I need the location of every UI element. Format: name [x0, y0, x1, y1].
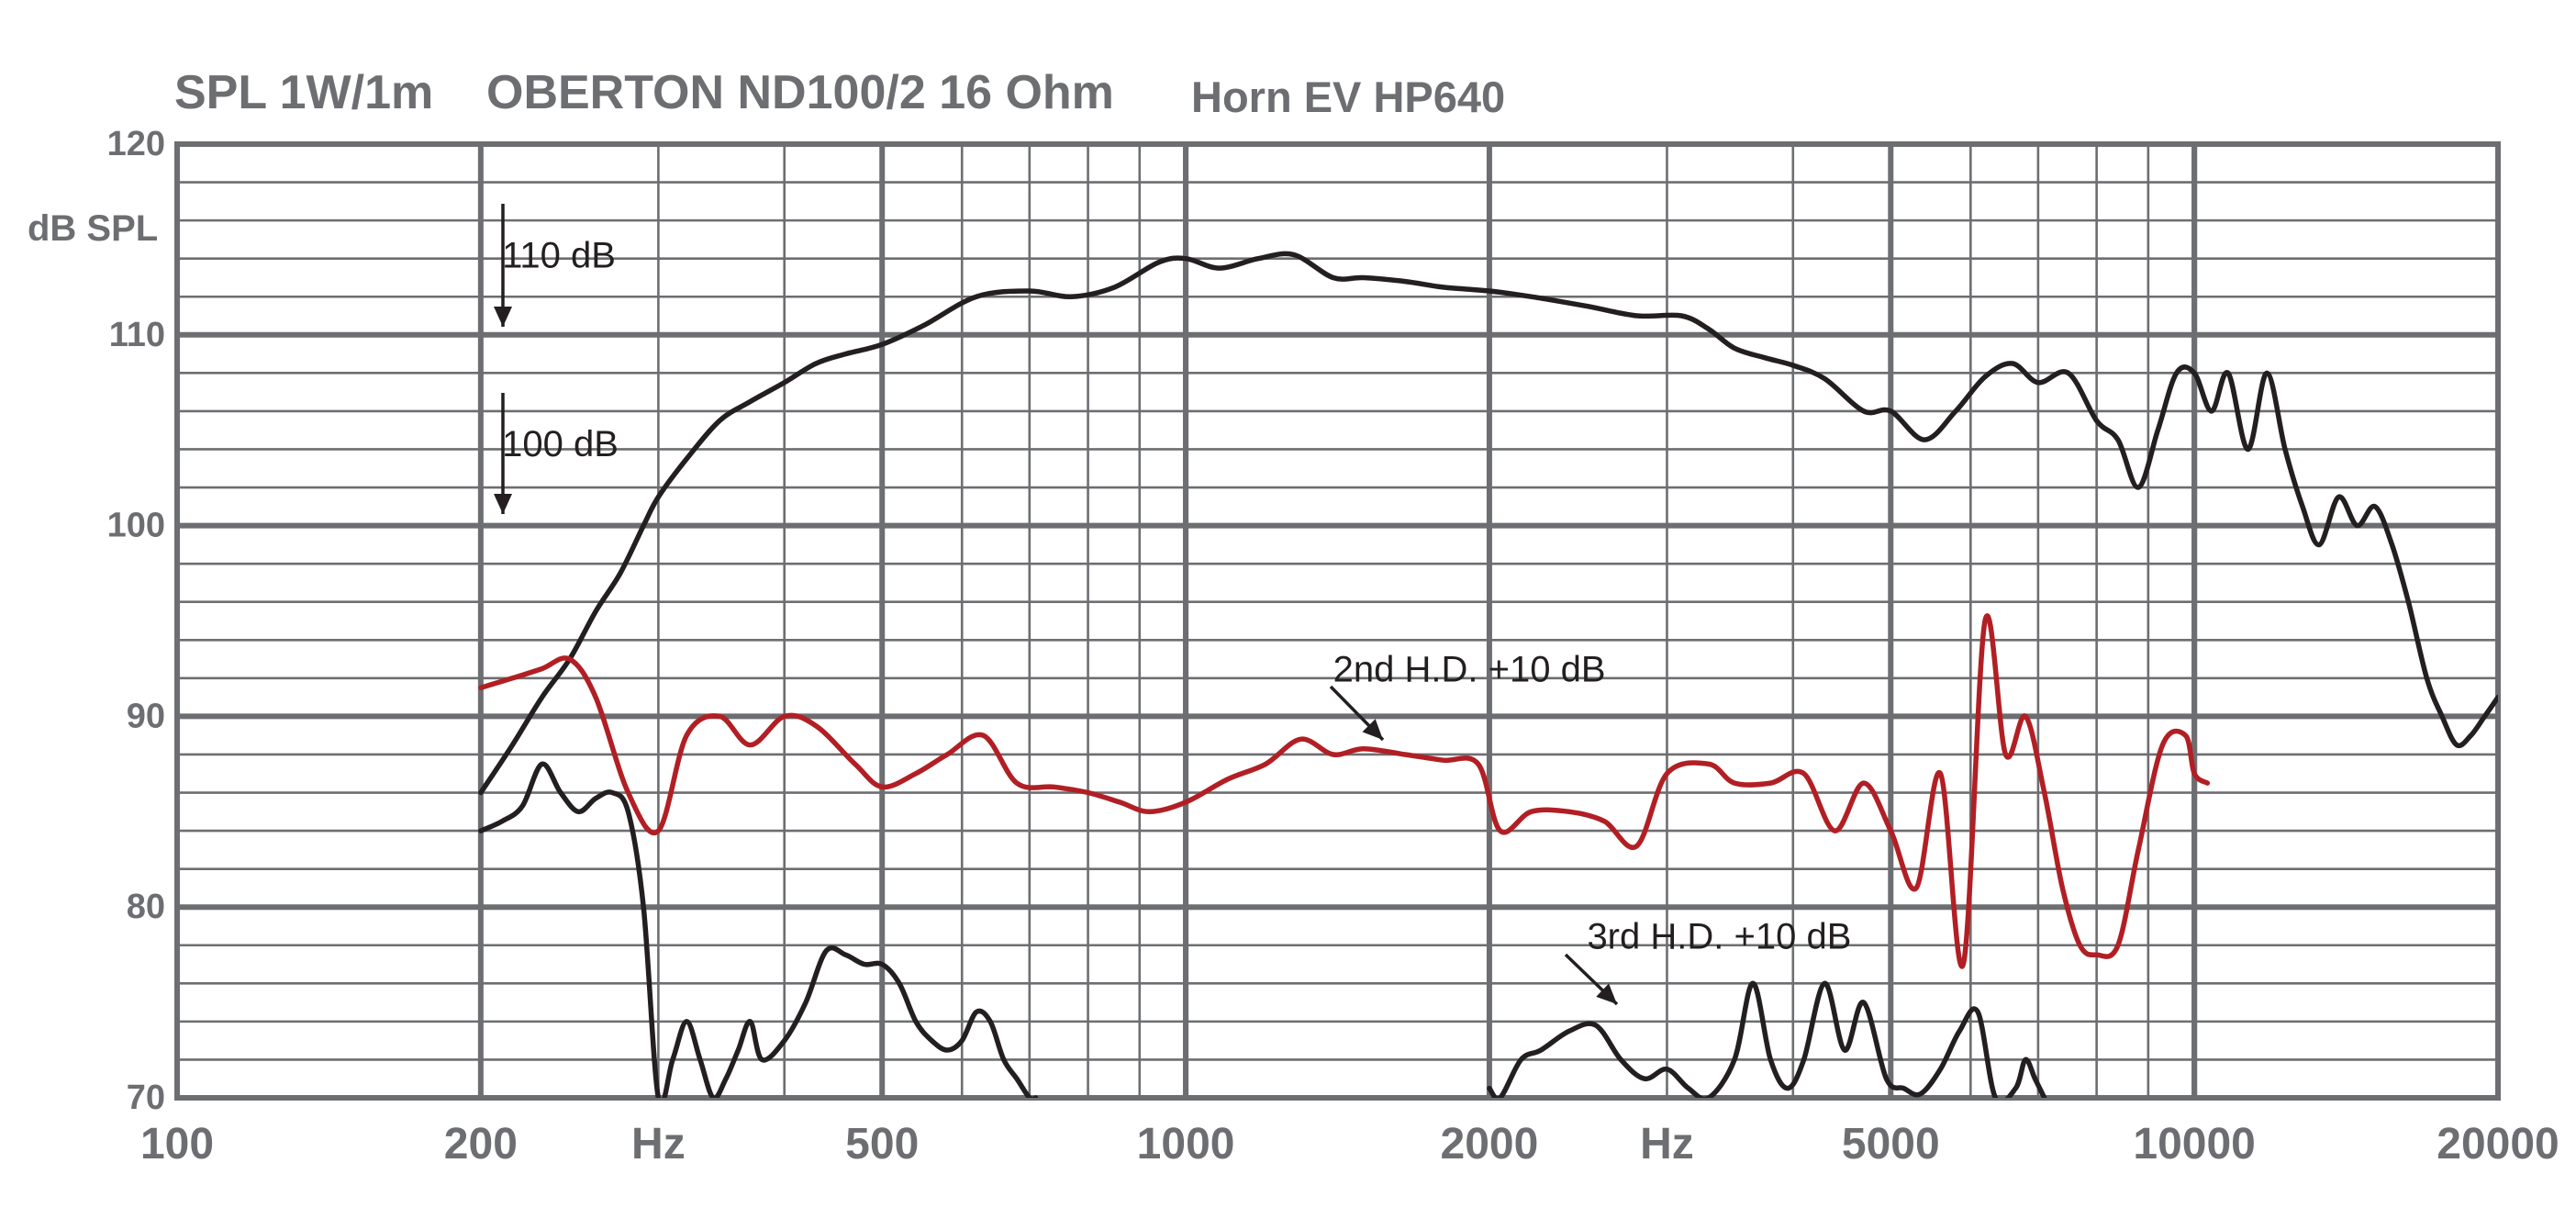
series-line-3	[478, 761, 1039, 1098]
y-tick-label: 110	[109, 316, 165, 354]
x-axis: 100 200 Hz 500 1000 2000 Hz 5000 10000 20000	[140, 1120, 2559, 1168]
annotation-arrow-icon	[1329, 685, 1385, 742]
x-tick-label: Hz	[1640, 1120, 1694, 1168]
y-tick-label: 90	[127, 697, 165, 735]
y-axis: 70 80 90 100 110 120 dB SPL	[28, 125, 165, 1117]
x-tick-label: 20000	[2437, 1120, 2559, 1168]
y-tick-label: 120	[107, 125, 165, 163]
y-tick-label: 80	[127, 888, 165, 926]
chart-horn-label: Horn EV HP640	[1191, 73, 1505, 121]
x-tick-label: 10000	[2133, 1120, 2255, 1168]
annotation-label: 3rd H.D. +10 dB	[1587, 916, 1851, 956]
chart-subtitle: OBERTON ND100/2 16 Ohm	[486, 66, 1114, 119]
y-tick-label: 70	[127, 1079, 165, 1117]
plot-frame	[174, 141, 2501, 1101]
x-tick-label: 5000	[1842, 1120, 1940, 1168]
chart-title: SPL 1W/1m	[174, 66, 433, 119]
x-tick-label: Hz	[631, 1120, 686, 1168]
x-tick-label: 500	[845, 1120, 919, 1168]
x-tick-label: 1000	[1137, 1120, 1235, 1168]
annotation-arrow-icon	[494, 393, 512, 514]
series-line-1	[478, 251, 2498, 796]
annotation-label: 100 dB	[502, 424, 619, 464]
x-tick-label: 2000	[1441, 1120, 1539, 1168]
series-line-4	[1487, 980, 2047, 1098]
x-tick-label: 100	[140, 1120, 214, 1168]
y-axis-label: dB SPL	[28, 208, 158, 249]
annotations-layer: 110 dB 100 dB 2nd H.D. +10 dB 3rd H.D. +10 …	[494, 204, 1851, 1006]
annotation-label: 2nd H.D. +10 dB	[1333, 649, 1606, 689]
y-tick-label: 100	[107, 507, 165, 545]
series-layer	[478, 251, 2498, 1098]
series-line-2	[478, 613, 2211, 969]
annotation-arrow-icon	[494, 204, 512, 327]
x-tick-label: 200	[444, 1120, 518, 1168]
annotation-label: 110 dB	[502, 236, 616, 276]
annotation-arrow-icon	[1564, 953, 1619, 1006]
grid	[174, 141, 2501, 1101]
